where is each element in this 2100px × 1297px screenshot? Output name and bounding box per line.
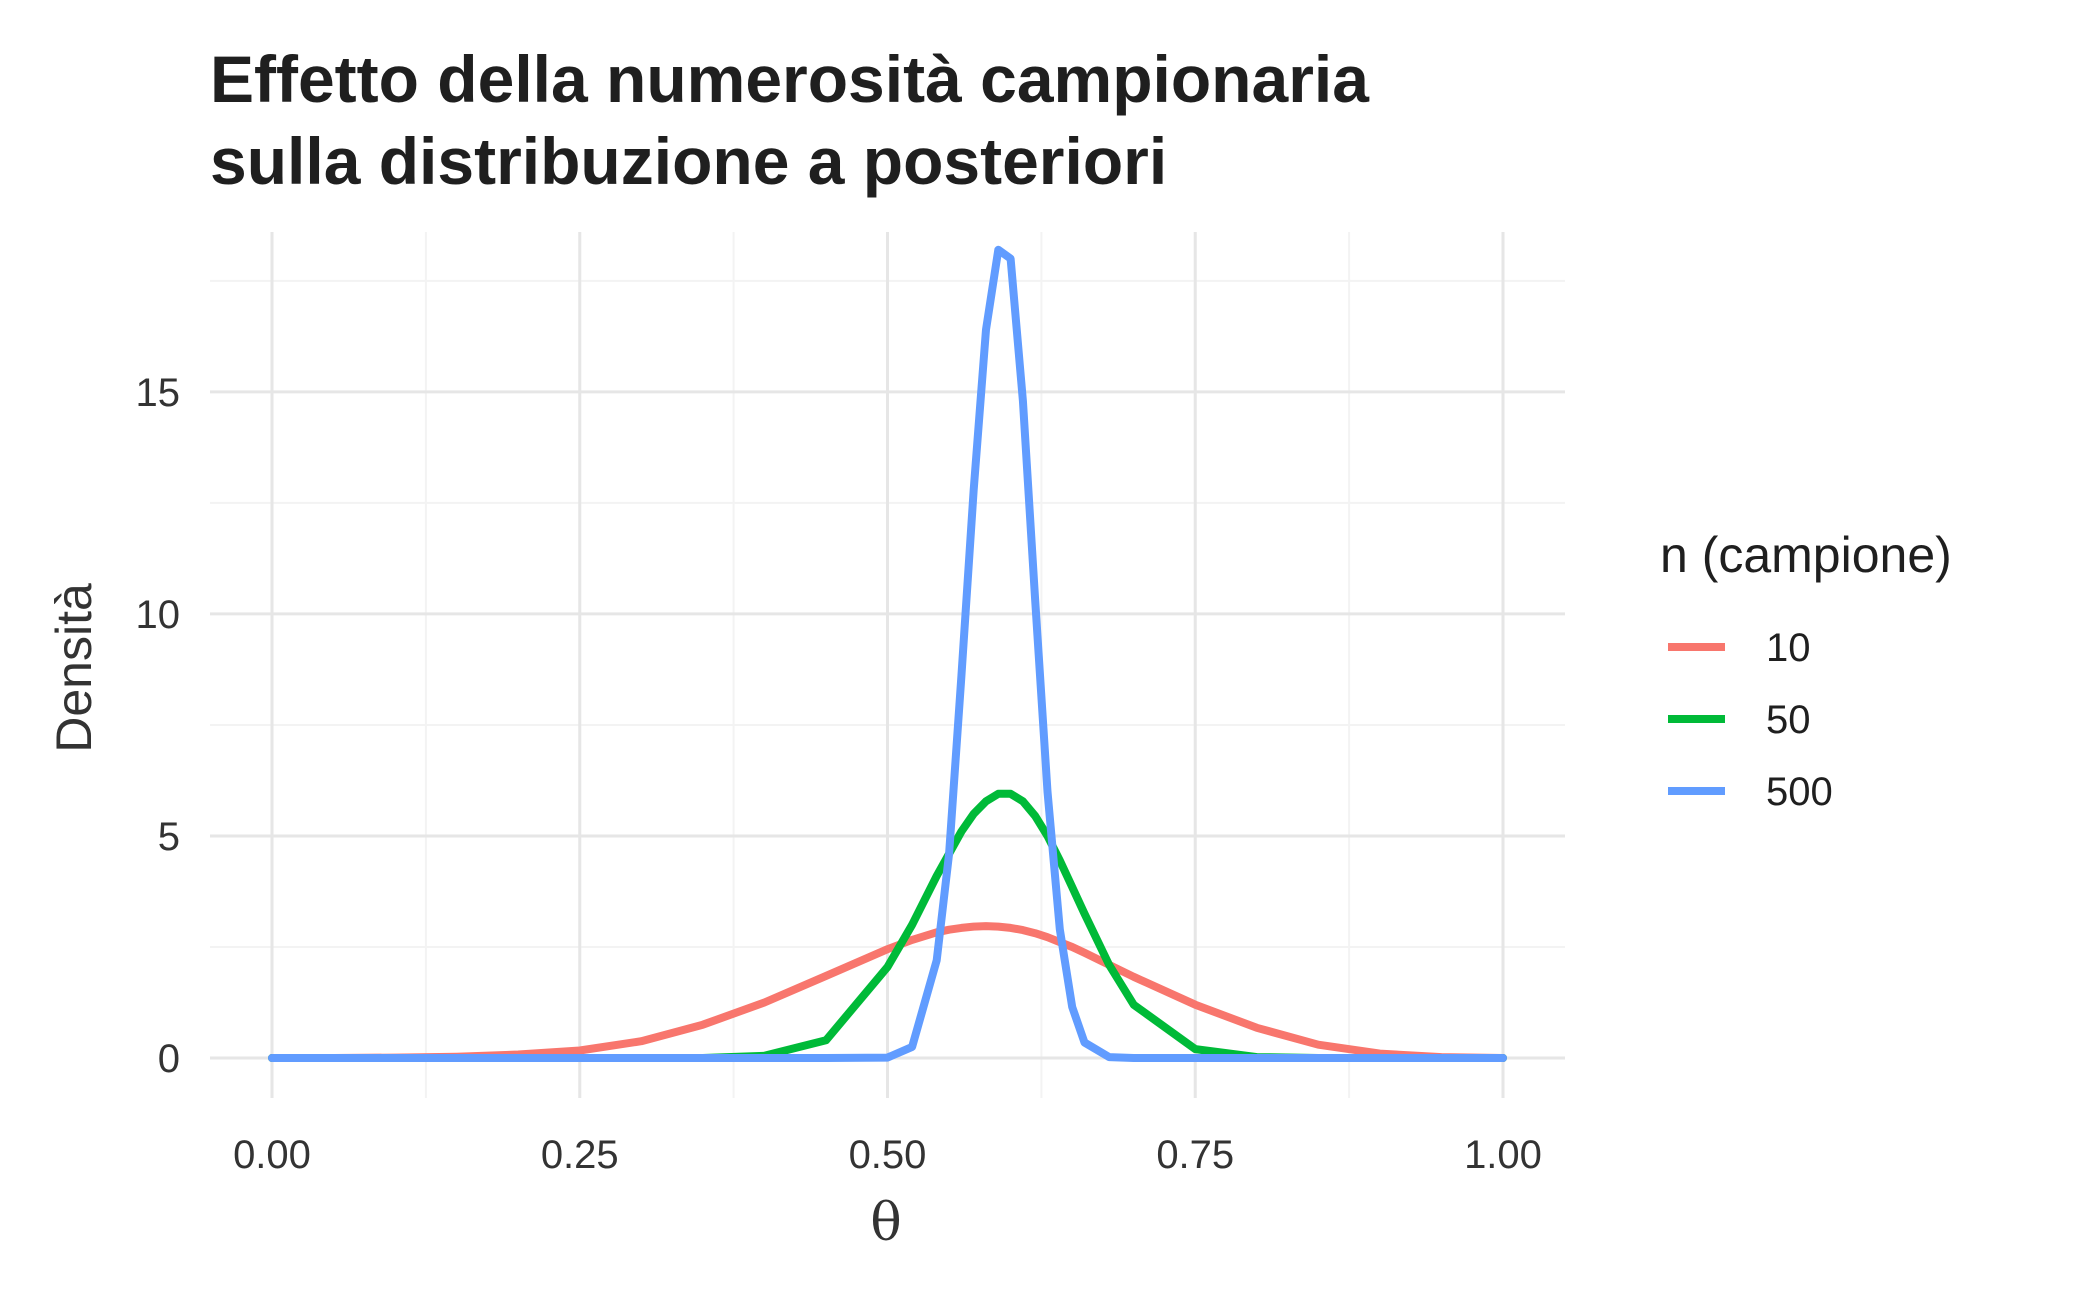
y-tick-label: 15	[136, 371, 181, 415]
x-axis-title: θ	[870, 1193, 901, 1253]
chart-title-line-2: sulla distribuzione a posteriori	[210, 124, 1167, 198]
x-tick-label: 1.00	[1464, 1133, 1542, 1177]
y-tick-label: 10	[136, 593, 181, 637]
legend-label-500: 500	[1766, 770, 1833, 814]
plot-lines	[268, 245, 1507, 1062]
legend-title: n (campione)	[1660, 527, 1952, 583]
y-axis-title: Densità	[46, 583, 102, 753]
y-tick-label: 0	[158, 1037, 180, 1081]
x-tick-label: 0.50	[849, 1133, 927, 1177]
legend: 10 50 500	[1668, 626, 1833, 814]
x-tick-label: 0.75	[1156, 1133, 1234, 1177]
legend-label-10: 10	[1766, 626, 1811, 670]
series-line-500	[268, 245, 1507, 1062]
y-tick-label: 5	[158, 815, 180, 859]
x-tick-label: 0.00	[233, 1133, 311, 1177]
legend-label-50: 50	[1766, 698, 1811, 742]
chart-title-line-1: Effetto della numerosità campionaria	[210, 42, 1370, 116]
series-line-10	[268, 922, 1507, 1062]
y-axis-ticks: 0 5 10 15	[136, 371, 181, 1081]
x-tick-label: 0.25	[541, 1133, 619, 1177]
x-axis-ticks: 0.00 0.25 0.50 0.75 1.00	[233, 1133, 1542, 1177]
